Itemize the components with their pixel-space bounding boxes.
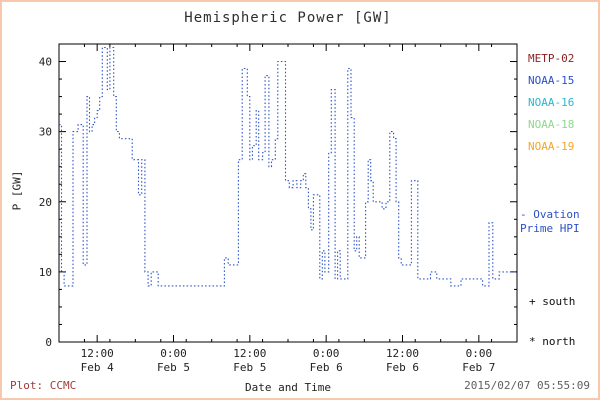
plot-timestamp: 2015/02/07 05:55:09 bbox=[464, 379, 590, 392]
y-tick-label: 10 bbox=[39, 266, 52, 279]
south-marker-legend: + south bbox=[529, 295, 576, 308]
ovation-prime-label: - Ovation Prime HPI bbox=[520, 208, 598, 236]
y-tick-label: 40 bbox=[39, 56, 52, 69]
power-step-line bbox=[59, 46, 517, 287]
x-tick-label-time: 12:00 bbox=[233, 347, 266, 360]
plot-credit: Plot: CCMC bbox=[10, 379, 77, 392]
legend-item-noaa-16: NOAA-16 bbox=[528, 96, 575, 109]
x-tick-label-time: 0:00 bbox=[466, 347, 493, 360]
legend-item-noaa-19: NOAA-19 bbox=[528, 140, 575, 153]
plot-box bbox=[58, 43, 518, 343]
x-tick-label-date: Feb 5 bbox=[233, 361, 266, 374]
x-tick-label-date: Feb 7 bbox=[462, 361, 495, 374]
north-marker-legend: * north bbox=[529, 335, 576, 348]
x-tick-label-date: Feb 6 bbox=[386, 361, 419, 374]
y-tick-label: 30 bbox=[39, 126, 52, 139]
legend-item-metp-02: METP-02 bbox=[528, 52, 575, 65]
x-tick-label-time: 0:00 bbox=[160, 347, 187, 360]
ovation-prime-label-line1: - Ovation bbox=[520, 208, 580, 221]
x-tick-label-time: 12:00 bbox=[386, 347, 419, 360]
satellite-legend: METP-02 NOAA-15 NOAA-16 NOAA-18 NOAA-19 bbox=[528, 48, 598, 158]
x-tick-label-time: 0:00 bbox=[313, 347, 340, 360]
legend-item-noaa-18: NOAA-18 bbox=[528, 118, 575, 131]
x-tick-label-date: Feb 6 bbox=[310, 361, 343, 374]
ovation-prime-label-line2: Prime HPI bbox=[520, 222, 580, 235]
x-tick-label-date: Feb 5 bbox=[157, 361, 190, 374]
legend-item-noaa-15: NOAA-15 bbox=[528, 74, 575, 87]
x-axis-label: Date and Time bbox=[244, 381, 332, 394]
y-tick-label: 20 bbox=[39, 196, 52, 209]
x-tick-label-time: 12:00 bbox=[81, 347, 114, 360]
chart-title: Hemispheric Power [GW] bbox=[184, 10, 392, 26]
y-tick-label: 0 bbox=[45, 336, 52, 349]
x-tick-label-date: Feb 4 bbox=[81, 361, 114, 374]
